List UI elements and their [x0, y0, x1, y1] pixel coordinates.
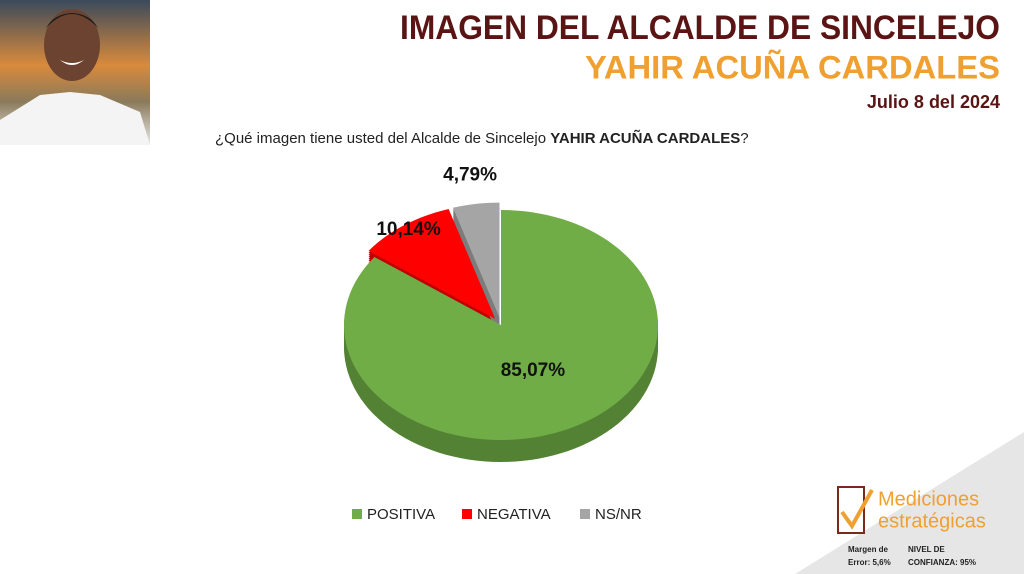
- pie: 85,07% 10,14% 4,79%: [344, 164, 658, 462]
- question-end: ?: [740, 130, 748, 147]
- logo-text: estratégicas: [878, 510, 986, 532]
- legend-swatch: [462, 509, 472, 519]
- logo-text: Mediciones: [878, 488, 979, 510]
- slice: [344, 210, 658, 440]
- legend-label: POSITIVA: [367, 506, 435, 523]
- footnote: NIVEL DE: [908, 545, 945, 554]
- title: IMAGEN DEL ALCALDE DE SINCELEJO: [400, 9, 1000, 47]
- data-label: 4,79%: [443, 164, 497, 185]
- question-text: ¿Qué imagen tiene usted del Alcalde de S…: [215, 130, 546, 147]
- legend: POSITIVA NEGATIVA NS/NR: [352, 506, 642, 523]
- footnote: Error: 5,6%: [848, 558, 891, 567]
- question: ¿Qué imagen tiene usted del Alcalde de S…: [215, 129, 749, 147]
- legend-label: NEGATIVA: [477, 506, 551, 523]
- legend-label: NS/NR: [595, 506, 642, 523]
- date: Julio 8 del 2024: [867, 92, 1000, 112]
- footnote: Margen de: [848, 545, 889, 554]
- subtitle: YAHIR ACUÑA CARDALES: [585, 49, 1000, 85]
- question-name: YAHIR ACUÑA CARDALES: [550, 129, 740, 147]
- legend-swatch: [352, 509, 362, 519]
- portrait: [0, 0, 150, 145]
- data-label: 10,14%: [376, 219, 441, 240]
- data-label: 85,07%: [501, 360, 566, 381]
- slice: [452, 202, 500, 318]
- logo-area: Mediciones estratégicas Margen de Error:…: [795, 432, 1024, 574]
- slice: [368, 209, 496, 319]
- footnote: CONFIANZA: 95%: [908, 558, 976, 567]
- legend-swatch: [580, 509, 590, 519]
